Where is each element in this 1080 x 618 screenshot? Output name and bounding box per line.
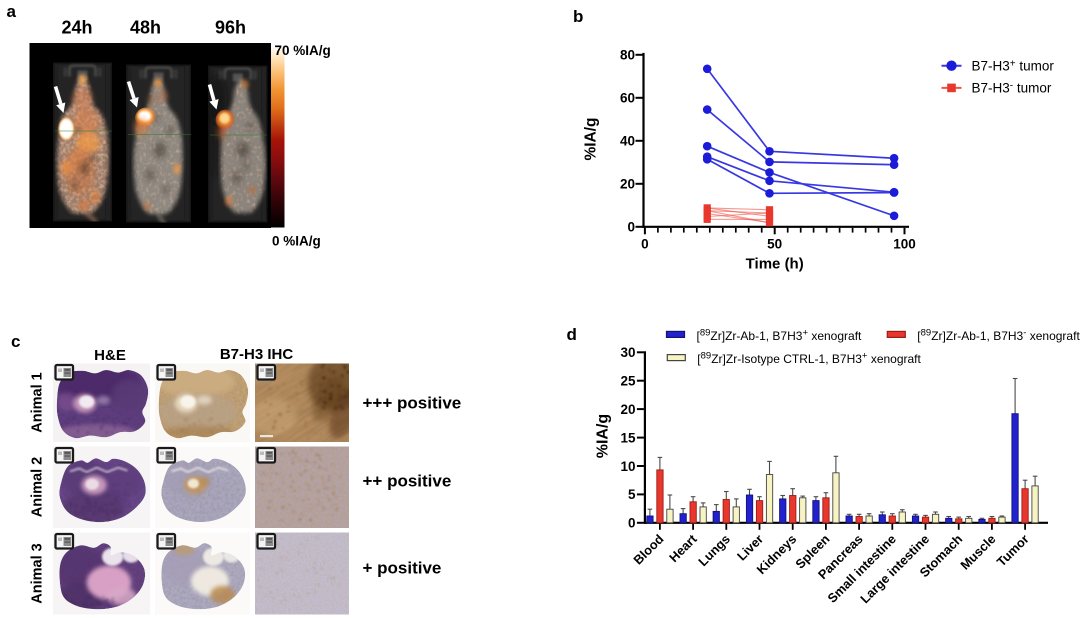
svg-text:c: c [11, 332, 20, 351]
svg-text:B7-H3 IHC: B7-H3 IHC [220, 346, 294, 363]
svg-text:B7-H3- tumor: B7-H3- tumor [972, 81, 1052, 96]
svg-text:100: 100 [893, 237, 916, 252]
svg-text:15: 15 [620, 430, 636, 445]
svg-text:70 %IA/g: 70 %IA/g [275, 43, 331, 58]
svg-text:%IA/g: %IA/g [595, 414, 612, 458]
svg-text:[89​Zr]Zr-Isotype CTRL-1, B7H3: [89​Zr]Zr-Isotype CTRL-1, B7H3+​ xenogra… [697, 351, 921, 367]
svg-text:96h: 96h [215, 18, 246, 38]
svg-text:[89​Zr]Zr-Ab-1, B7H3+​ xenogra: [89​Zr]Zr-Ab-1, B7H3+​ xenograft [697, 327, 863, 343]
svg-text:d: d [567, 325, 577, 344]
svg-text:Animal 2: Animal 2 [29, 457, 45, 517]
svg-text:50: 50 [767, 237, 782, 252]
svg-text:10: 10 [620, 459, 635, 474]
svg-text:%IA/g: %IA/g [583, 117, 600, 160]
svg-text:b: b [573, 7, 583, 26]
svg-text:24h: 24h [61, 18, 92, 38]
svg-text:0: 0 [628, 516, 636, 531]
svg-text:Animal 3: Animal 3 [29, 543, 45, 603]
svg-text:60: 60 [620, 91, 635, 106]
svg-text:H&E: H&E [94, 347, 126, 364]
svg-text:+++ positive: +++ positive [363, 394, 462, 413]
svg-text:80: 80 [620, 48, 635, 63]
svg-text:0: 0 [641, 237, 649, 252]
svg-text:40: 40 [620, 134, 635, 149]
svg-text:25: 25 [620, 374, 636, 389]
svg-text:30: 30 [620, 345, 635, 360]
svg-text:0: 0 [627, 220, 635, 235]
svg-text:+ positive: + positive [363, 559, 442, 578]
svg-text:20: 20 [620, 402, 635, 417]
svg-text:a: a [7, 2, 17, 21]
svg-text:48h: 48h [130, 18, 161, 38]
svg-text:B7-H3+ tumor: B7-H3+ tumor [972, 58, 1055, 73]
svg-text:Animal 1: Animal 1 [29, 372, 45, 432]
svg-text:5: 5 [628, 487, 636, 502]
svg-text:Time (h): Time (h) [746, 256, 804, 273]
svg-text:[89​Zr]Zr-Ab-1, B7H3-​ xenogra: [89​Zr]Zr-Ab-1, B7H3-​ xenograft [917, 327, 1080, 343]
svg-text:0 %IA/g: 0 %IA/g [272, 234, 321, 249]
svg-text:++ positive: ++ positive [363, 472, 452, 491]
svg-text:20: 20 [620, 177, 635, 192]
